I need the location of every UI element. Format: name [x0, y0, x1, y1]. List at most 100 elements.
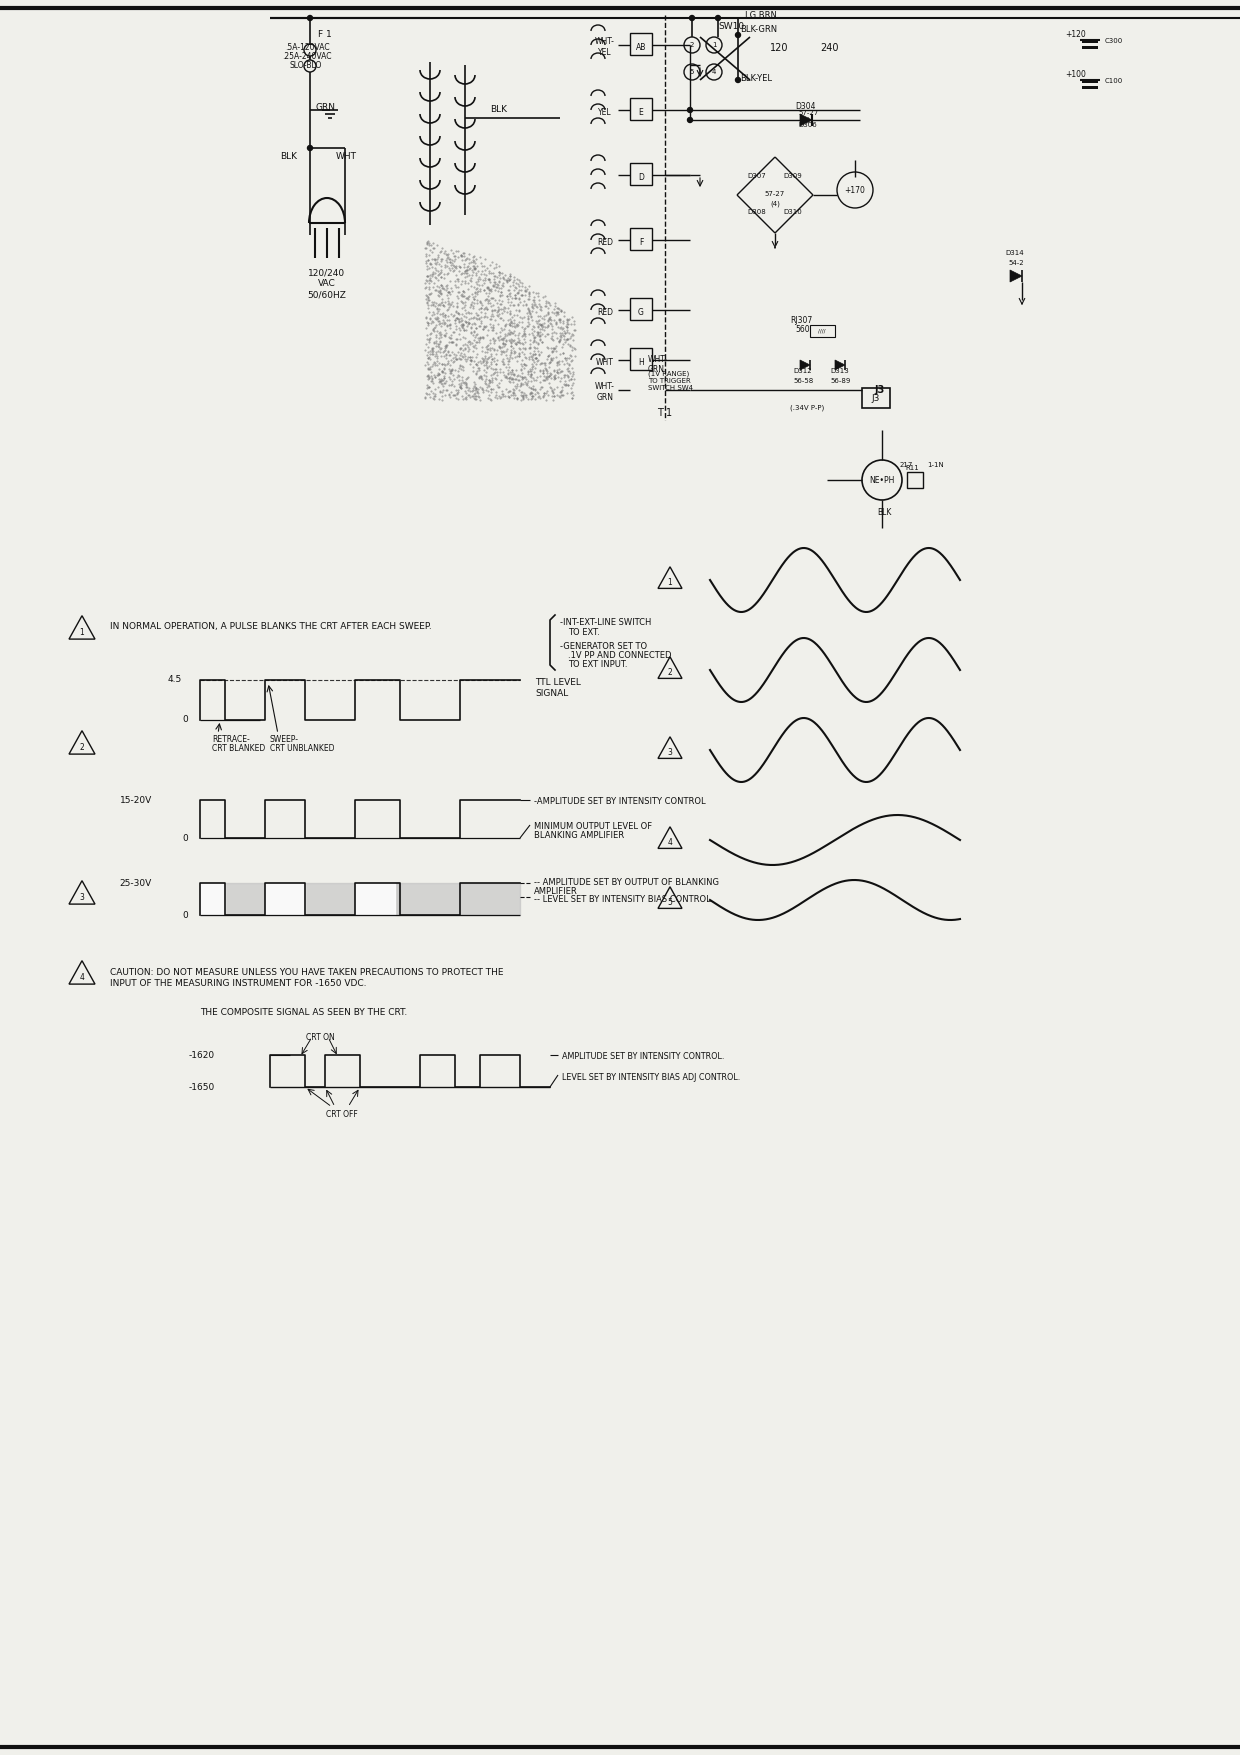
Text: D313: D313: [830, 369, 848, 374]
Circle shape: [735, 33, 740, 37]
Text: BLK-YEL: BLK-YEL: [740, 74, 773, 82]
Text: D307: D307: [746, 174, 766, 179]
Text: 2: 2: [79, 742, 84, 753]
Bar: [630, 298, 652, 319]
Text: .1V PP AND CONNECTED: .1V PP AND CONNECTED: [568, 651, 672, 660]
Text: (4): (4): [770, 200, 780, 207]
Text: BLK: BLK: [877, 507, 892, 518]
Text: BLK-GRN: BLK-GRN: [740, 25, 777, 33]
Circle shape: [715, 16, 720, 21]
Text: 1-1N: 1-1N: [928, 462, 944, 469]
Polygon shape: [800, 360, 810, 370]
Text: TO EXT.: TO EXT.: [568, 628, 600, 637]
Text: H: H: [639, 358, 644, 367]
Text: 120: 120: [770, 44, 789, 53]
Text: SLO-BLO: SLO-BLO: [290, 61, 322, 70]
Text: 5: 5: [689, 68, 694, 75]
Text: 57-27: 57-27: [799, 111, 818, 116]
Text: -- AMPLITUDE SET BY OUTPUT OF BLANKING: -- AMPLITUDE SET BY OUTPUT OF BLANKING: [534, 878, 719, 886]
Bar: [630, 163, 652, 184]
Text: E: E: [639, 107, 644, 116]
Text: AB: AB: [636, 42, 646, 51]
Text: WHT: WHT: [596, 358, 614, 367]
Circle shape: [689, 16, 694, 21]
Text: VAC: VAC: [319, 279, 336, 288]
Text: IN NORMAL OPERATION, A PULSE BLANKS THE CRT AFTER EACH SWEEP.: IN NORMAL OPERATION, A PULSE BLANKS THE …: [110, 621, 432, 632]
Text: 0: 0: [182, 716, 188, 725]
Text: -- LEVEL SET BY INTENSITY BIAS CONTROL.: -- LEVEL SET BY INTENSITY BIAS CONTROL.: [534, 895, 713, 904]
Bar: [1083, 86, 1097, 90]
Text: WHT-
YEL: WHT- YEL: [595, 37, 615, 56]
Text: (2): (2): [800, 116, 810, 123]
Circle shape: [735, 77, 740, 82]
Text: 1: 1: [712, 42, 717, 47]
Text: RETRACE-: RETRACE-: [212, 735, 249, 744]
Text: WHT-
GRN: WHT- GRN: [595, 383, 615, 402]
Text: 217: 217: [900, 462, 914, 469]
Text: .25A-240VAC: .25A-240VAC: [281, 53, 331, 61]
Text: SW10: SW10: [718, 23, 744, 32]
Text: 0: 0: [182, 834, 188, 842]
Circle shape: [687, 118, 692, 123]
Text: C300: C300: [1105, 39, 1123, 44]
Text: 56-58: 56-58: [794, 377, 813, 384]
Text: .5A-120VAC: .5A-120VAC: [285, 44, 330, 53]
Text: T 1: T 1: [657, 407, 672, 418]
Text: 0: 0: [182, 911, 188, 920]
Text: AMPLIFIER: AMPLIFIER: [534, 886, 578, 897]
Text: SIGNAL: SIGNAL: [534, 690, 568, 698]
Text: (.34V P-P): (.34V P-P): [790, 404, 825, 411]
Text: +120: +120: [1065, 30, 1086, 39]
Polygon shape: [265, 883, 305, 914]
Text: F 1: F 1: [317, 30, 332, 39]
Text: D309: D309: [782, 174, 802, 179]
Text: F: F: [639, 237, 644, 246]
Text: 56-89: 56-89: [830, 377, 851, 384]
Text: D308: D308: [746, 209, 766, 216]
Text: CRT OFF: CRT OFF: [326, 1109, 358, 1120]
Text: D: D: [639, 172, 644, 181]
Text: D314: D314: [1004, 249, 1024, 256]
Bar: [630, 98, 652, 119]
Text: 3: 3: [667, 748, 672, 756]
Text: LG BRN: LG BRN: [745, 11, 777, 19]
Text: 1: 1: [79, 628, 84, 637]
Text: D304: D304: [795, 102, 816, 111]
Text: GRN: GRN: [316, 104, 336, 112]
Text: 5: 5: [667, 899, 672, 907]
Text: 1: 1: [667, 577, 672, 586]
Bar: [630, 347, 652, 370]
Polygon shape: [355, 883, 401, 914]
Text: ////: ////: [818, 328, 826, 333]
Text: -GENERATOR SET TO: -GENERATOR SET TO: [560, 642, 647, 651]
Text: 15-20V: 15-20V: [120, 795, 153, 804]
Text: CRT ON: CRT ON: [305, 1034, 335, 1042]
Text: R11: R11: [905, 465, 919, 470]
Text: INPUT OF THE MEASURING INSTRUMENT FOR -1650 VDC.: INPUT OF THE MEASURING INSTRUMENT FOR -1…: [110, 979, 367, 988]
Bar: [1083, 40, 1097, 44]
Text: -1620: -1620: [188, 1051, 215, 1060]
Text: D310: D310: [782, 209, 802, 216]
Polygon shape: [265, 883, 305, 914]
Text: D312: D312: [794, 369, 812, 374]
Polygon shape: [835, 360, 844, 370]
Text: 4: 4: [79, 972, 84, 983]
Text: TTL LEVEL: TTL LEVEL: [534, 677, 580, 686]
Text: 3: 3: [79, 893, 84, 902]
Text: -INT-EXT-LINE SWITCH: -INT-EXT-LINE SWITCH: [560, 618, 651, 627]
Text: 57-27: 57-27: [765, 191, 785, 197]
Text: 2: 2: [689, 42, 694, 47]
Text: D306: D306: [799, 123, 817, 128]
Text: NE•PH: NE•PH: [869, 476, 895, 484]
Polygon shape: [1011, 270, 1022, 283]
Text: THE COMPOSITE SIGNAL AS SEEN BY THE CRT.: THE COMPOSITE SIGNAL AS SEEN BY THE CRT.: [200, 1007, 407, 1016]
Text: 240: 240: [820, 44, 838, 53]
Text: 54-2: 54-2: [1008, 260, 1024, 267]
Text: J3: J3: [872, 393, 880, 402]
Text: 4.5: 4.5: [167, 676, 182, 684]
Text: -1650: -1650: [188, 1083, 215, 1092]
Text: AMPLITUDE SET BY INTENSITY CONTROL.: AMPLITUDE SET BY INTENSITY CONTROL.: [562, 1051, 724, 1062]
Text: 560: 560: [795, 325, 810, 333]
Text: 50/60HZ: 50/60HZ: [308, 290, 346, 298]
Text: 4: 4: [667, 837, 672, 848]
